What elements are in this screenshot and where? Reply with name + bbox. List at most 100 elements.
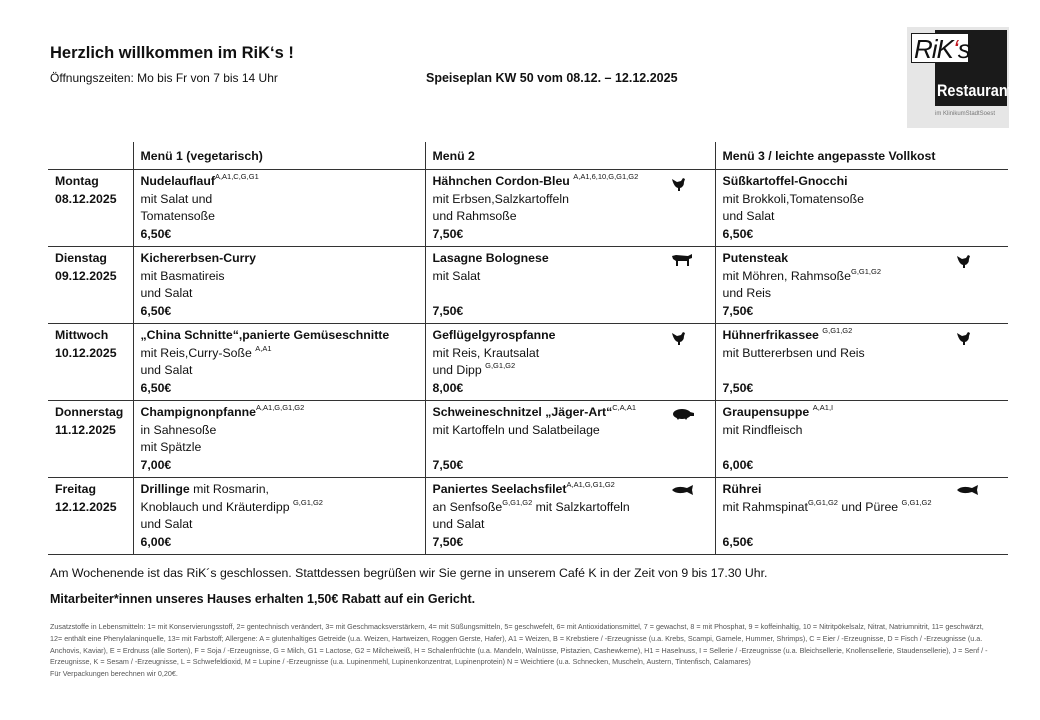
- day-name: Mittwoch: [55, 328, 109, 342]
- dish-text: mit Erbsen,Salzkartoffeln: [432, 191, 569, 206]
- menu-2-cell: Schweineschnitzel „Jäger-Art“C,A,A1 mit K…: [424, 400, 715, 478]
- allergen-codes: G,G1,G2: [502, 497, 533, 507]
- dish-text: Champignonpfanne: [140, 405, 256, 419]
- dish-line: [433, 285, 715, 303]
- dish-text: und Püree: [837, 499, 902, 514]
- dish-line: mit Buttererbsen und Reis: [723, 345, 1009, 363]
- dish-line: mit Salat und: [141, 191, 425, 209]
- dish-line: [723, 516, 1009, 534]
- price: 7,50€: [432, 457, 464, 472]
- staff-discount-notice: Mitarbeiter*innen unseres Hauses erhalte…: [50, 592, 476, 606]
- dish-text: Süßkartoffel-Gnocchi: [722, 174, 848, 188]
- dish-line: und Dipp G,G1,G2: [432, 361, 715, 380]
- dish-line: Geflügelgyrospfanne: [433, 327, 715, 345]
- additives-text: Zusatzstoffe in Lebensmitteln: 1= mit Ko…: [50, 622, 988, 667]
- dish-line: und Rahmsoße: [433, 208, 715, 226]
- menu-2-cell: Geflügelgyrospfanne mit Reis, Krautsalat u…: [424, 323, 715, 401]
- column-header-menu-3: Menü 3 / leichte angepasste Vollkost: [714, 142, 1008, 170]
- column-header-day: [48, 142, 133, 170]
- price: 6,50€: [140, 226, 172, 241]
- dish-line: Tomatensoße: [141, 208, 425, 226]
- dish-line: mit Kartoffeln und Salatbeilage: [433, 422, 715, 440]
- dish-line: Knoblauch und Kräuterdipp G,G1,G2: [140, 497, 425, 517]
- dish-text: mit Möhren, Rahmsoße: [722, 268, 851, 283]
- allergen-codes: G,G1,G2: [822, 326, 853, 335]
- dish-text: Rührei: [722, 482, 762, 496]
- dish-text: mit Reis,Curry-Soße: [140, 345, 256, 360]
- dish-text: Knoblauch und Kräuterdipp: [140, 499, 293, 514]
- dish-text: mit Spätzle: [140, 440, 202, 454]
- dish-text: mit Basmatireis: [140, 268, 225, 283]
- menu-3-cell: Süßkartoffel-Gnocchi mit Brokkoli,Tomaten…: [714, 169, 1009, 247]
- dish-text: an Senfsoße: [432, 499, 503, 514]
- page-title: Herzlich willkommen im RiK‘s !: [50, 44, 294, 62]
- menu-3-cell: Putensteak mit Möhren, RahmsoßeG,G1,G2 und…: [714, 246, 1009, 324]
- dish-text: Paniertes Seelachsfilet: [432, 482, 567, 496]
- dish-line: mit Spätzle: [141, 439, 425, 457]
- dish-line: mit RahmspinatG,G1,G2 und Püree G,G1,G2: [723, 497, 1009, 517]
- dish-text: und Reis: [722, 286, 772, 300]
- allergen-codes: A,A1,I: [812, 403, 834, 412]
- dish-line: Drillinge mit Rosmarin,: [141, 481, 425, 499]
- weekend-notice: Am Wochenende ist das RiK´s geschlossen.…: [50, 566, 768, 580]
- dish-text: und Rahmsoße: [432, 209, 517, 223]
- menu-3-cell: Graupensuppe A,A1,I mit Rindfleisch 6,00€: [714, 400, 1009, 478]
- dish-line: Kichererbsen-Curry: [141, 250, 425, 268]
- chicken-icon: [956, 330, 972, 349]
- dish-text: Geflügelgyrospfanne: [432, 328, 556, 342]
- dish-line: an SenfsoßeG,G1,G2 mit Salzkartoffeln: [432, 497, 715, 517]
- dish-text: Lasagne Bolognese: [432, 251, 549, 265]
- menu-plan-heading: Speiseplan KW 50 vom 08.12. – 12.12.2025: [426, 71, 678, 85]
- price: 6,50€: [722, 534, 754, 549]
- menu-3-cell: Hühnerfrikassee G,G1,G2 mit Buttererbsen …: [714, 323, 1009, 401]
- menu-3-cell: Rührei mit RahmspinatG,G1,G2 und Püree G,…: [714, 477, 1009, 555]
- dish-text: in Sahnesoße: [140, 422, 217, 437]
- dish-line: und Salat: [723, 208, 1009, 226]
- menu-2-cell: Lasagne Bolognese mit Salat 7,50€: [424, 246, 715, 324]
- chicken-icon: [671, 330, 687, 349]
- dish-text: und Dipp: [432, 363, 486, 377]
- dish-line: Paniertes SeelachsfiletA,A1,G,G1,G2: [432, 480, 715, 499]
- dish-line: mit Möhren, RahmsoßeG,G1,G2: [722, 267, 1009, 286]
- dish-text: mit Salat und: [140, 191, 213, 206]
- dish-text: Nudelauflauf: [140, 174, 215, 188]
- allergen-codes: G,G1,G2: [485, 361, 516, 370]
- menu-1-cell: Drillinge mit Rosmarin, Knoblauch und Krä…: [132, 477, 425, 555]
- dish-line: und Reis: [723, 285, 1009, 303]
- dish-line: mit Rindfleisch: [723, 422, 1009, 440]
- price: 6,50€: [140, 380, 172, 395]
- dish-line: Hähnchen Cordon-Bleu A,A1,6,10,G,G1,G2: [432, 172, 715, 191]
- menu-1-cell: „China Schnitte“,panierte Gemüseschnitte…: [132, 323, 425, 401]
- column-header-menu-2: Menü 2: [424, 142, 715, 170]
- cow-icon: [671, 253, 693, 270]
- dish-text: Schweineschnitzel „Jäger-Art“: [432, 405, 613, 419]
- day-date: 12.12.2025: [55, 499, 117, 514]
- allergen-codes: A,A1: [255, 343, 272, 353]
- day-date: 09.12.2025: [55, 268, 117, 283]
- dish-text: Graupensuppe: [722, 405, 813, 419]
- additives-legend: Zusatzstoffe in Lebensmitteln: 1= mit Ko…: [50, 621, 995, 680]
- logo-subtitle: Restaurant: [937, 81, 1013, 100]
- dish-line: Graupensuppe A,A1,I: [722, 403, 1009, 422]
- day-name: Montag: [55, 174, 99, 188]
- day-name: Freitag: [55, 482, 96, 496]
- dish-text: Hähnchen Cordon-Bleu: [432, 174, 574, 188]
- day-row: Donnerstag 11.12.2025 ChampignonpfanneA,A1…: [48, 400, 1009, 478]
- day-cell: Montag 08.12.2025: [48, 169, 133, 247]
- menu-2-cell: Paniertes SeelachsfiletA,A1,G,G1,G2 an Se…: [424, 477, 715, 555]
- dish-text: mit Reis, Krautsalat: [432, 345, 540, 360]
- restaurant-logo: RiK‘s Restaurant im KlinikumStadtSoest: [907, 27, 1013, 128]
- price: 7,50€: [722, 303, 754, 318]
- allergen-codes: G,G1,G2: [292, 497, 323, 507]
- price: 7,50€: [432, 303, 464, 318]
- dish-line: und Salat: [141, 362, 425, 380]
- chicken-icon: [671, 176, 687, 195]
- dish-line: Rührei: [723, 481, 1009, 499]
- dish-text: mit Buttererbsen und Reis: [722, 345, 865, 360]
- dish-text: mit Kartoffeln und Salatbeilage: [432, 422, 600, 437]
- day-date: 11.12.2025: [55, 422, 116, 437]
- opening-hours: Öffnungszeiten: Mo bis Fr von 7 bis 14 U…: [50, 71, 278, 85]
- allergen-codes: A,A1,G,G1,G2: [566, 480, 615, 489]
- allergen-codes: G,G1,G2: [807, 497, 838, 507]
- allergen-codes: A,A1,6,10,G,G1,G2: [573, 172, 639, 181]
